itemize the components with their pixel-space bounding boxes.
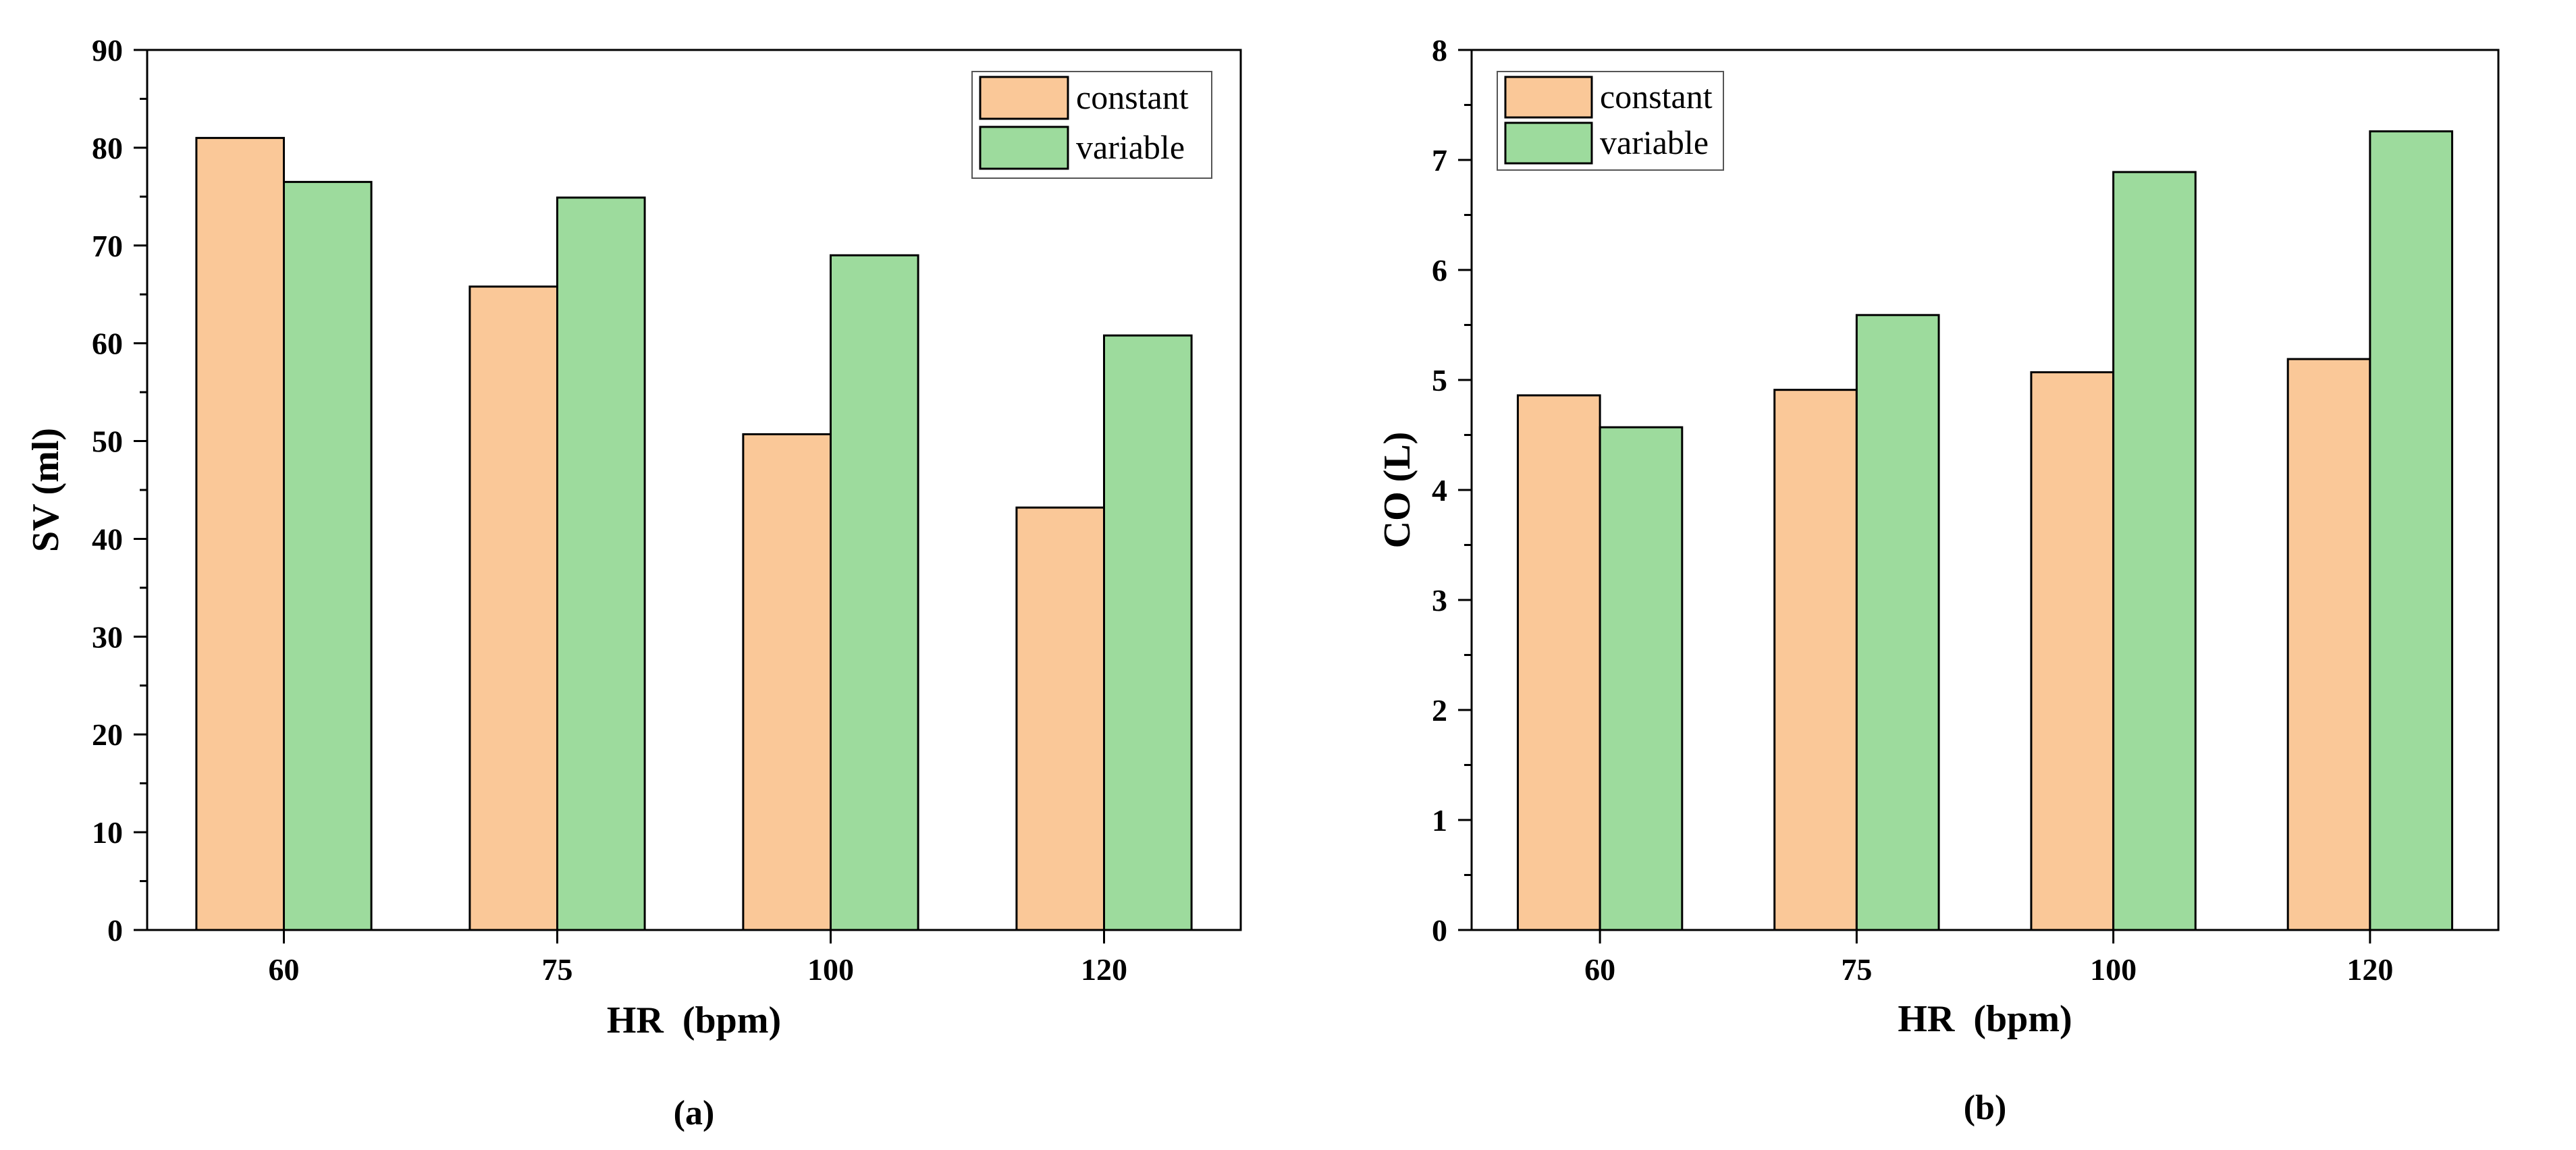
y-tick-label: 8 <box>1432 33 1447 67</box>
y-tick-label: 2 <box>1432 693 1447 728</box>
bar-constant-120 <box>2286 358 2371 931</box>
y-tick-label: 3 <box>1432 583 1447 618</box>
legend-label-constant: constant <box>1600 78 1713 115</box>
x-axis-title: HR (bpm) <box>607 1000 781 1041</box>
bar-variable-120 <box>1103 334 1193 931</box>
y-tick-label: 0 <box>1432 913 1447 948</box>
x-tick-label: 75 <box>542 952 573 987</box>
y-tick-label: 80 <box>92 131 123 165</box>
panel-label: (a) <box>674 1094 715 1132</box>
bar-constant-100 <box>2030 371 2115 931</box>
x-tick-label: 100 <box>2090 952 2137 987</box>
legend-swatch-constant <box>979 76 1069 120</box>
x-tick-label: 100 <box>807 952 854 987</box>
y-tick-label: 7 <box>1432 143 1447 177</box>
panel-label: (b) <box>1964 1089 2007 1127</box>
y-tick-label: 90 <box>92 33 123 67</box>
y-tick-label: 1 <box>1432 803 1447 838</box>
x-axis-title: HR (bpm) <box>1898 998 2072 1040</box>
y-tick-label: 10 <box>92 815 123 850</box>
y-tick-label: 20 <box>92 717 123 752</box>
legend-swatch-constant <box>1504 76 1593 119</box>
bar-variable-75 <box>556 196 646 931</box>
y-tick-label: 5 <box>1432 363 1447 398</box>
bar-constant-120 <box>1015 506 1106 931</box>
y-tick-label: 50 <box>92 425 123 459</box>
x-tick-label: 120 <box>2346 952 2393 987</box>
y-tick-label: 4 <box>1432 473 1447 508</box>
y-tick-label: 6 <box>1432 253 1447 288</box>
bar-constant-60 <box>195 136 285 931</box>
bar-variable-75 <box>1855 314 1940 931</box>
y-axis-title: CO (L) <box>1376 432 1418 549</box>
x-tick-label: 120 <box>1081 952 1127 987</box>
bar-variable-60 <box>1599 426 1684 931</box>
bar-constant-60 <box>1516 394 1601 931</box>
bar-variable-100 <box>2112 171 2197 931</box>
y-tick-label: 30 <box>92 620 123 654</box>
y-tick-label: 0 <box>107 913 123 948</box>
y-tick-label: 60 <box>92 327 123 361</box>
legend-label-constant: constant <box>1076 78 1189 116</box>
bar-constant-100 <box>742 433 832 931</box>
legend-label-variable: variable <box>1600 124 1709 161</box>
chart-b: 0 1 2 3 4 5 6 7 8 60 75 100 120 CO (L) HR (bpm) (b) cons… <box>1376 33 2500 1127</box>
x-tick-label: 60 <box>1584 952 1615 987</box>
legend-label-variable: variable <box>1076 128 1185 166</box>
legend-swatch-variable <box>979 126 1069 170</box>
x-tick-label: 75 <box>1841 952 1872 987</box>
y-axis-title: SV (ml) <box>25 428 67 552</box>
x-tick-label: 60 <box>269 952 300 987</box>
bar-constant-75 <box>1773 389 1858 931</box>
legend-swatch-variable <box>1504 121 1593 165</box>
y-tick-label: 70 <box>92 229 123 263</box>
bar-variable-60 <box>283 181 373 931</box>
y-tick-label: 40 <box>92 522 123 556</box>
bar-variable-120 <box>2369 130 2454 931</box>
bar-constant-75 <box>468 285 559 931</box>
bar-variable-100 <box>830 254 919 931</box>
chart-a: 0 10 20 30 40 50 60 70 80 90 60 75 100 120 SV (ml) HR (… <box>25 33 1242 1132</box>
